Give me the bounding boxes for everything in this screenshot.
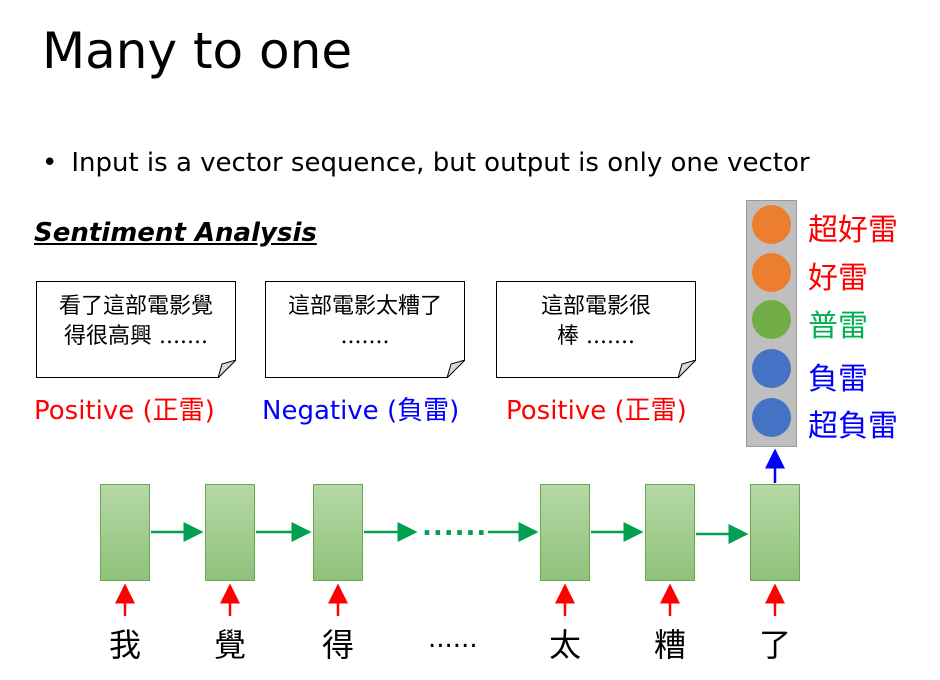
output-class-label: 普雷 — [808, 309, 868, 344]
sentiment-label-positive: Positive (正雷) — [506, 396, 687, 426]
sequence-ellipsis: ...... — [422, 512, 488, 542]
output-class-circle — [752, 300, 791, 339]
example-note-1: 看了這部電影覺 得很高興 ....... — [36, 281, 236, 378]
sentiment-label-positive: Positive (正雷) — [34, 396, 215, 426]
section-heading: Sentiment Analysis — [34, 218, 317, 248]
output-class-label: 負雷 — [808, 362, 868, 397]
rnn-cell — [750, 484, 800, 581]
rnn-cell — [645, 484, 695, 581]
note-line: 這部電影很 — [540, 294, 651, 319]
input-ellipsis: ...... — [428, 624, 478, 654]
output-class-circle — [752, 398, 791, 437]
page-fold-icon — [218, 360, 236, 378]
page-fold-icon — [678, 360, 696, 378]
bullet-text: Input is a vector sequence, but output i… — [71, 148, 810, 178]
output-class-label: 好雷 — [808, 261, 868, 296]
input-word: 太 — [548, 626, 581, 664]
bullet-point: • Input is a vector sequence, but output … — [42, 148, 810, 178]
bullet-dot-icon: • — [42, 148, 58, 178]
output-class-circle — [752, 205, 791, 244]
input-word: 得 — [321, 626, 354, 664]
input-word: 覺 — [213, 626, 246, 664]
note-line: 棒 ....... — [557, 324, 635, 349]
note-line: 這部電影太糟了 — [287, 294, 442, 319]
input-word: 了 — [758, 626, 791, 664]
page-fold-icon — [447, 360, 465, 378]
rnn-cell — [540, 484, 590, 581]
slide-title: Many to one — [42, 22, 353, 80]
output-class-circle — [752, 253, 791, 292]
input-word: 糟 — [653, 626, 686, 664]
example-note-2: 這部電影太糟了 ....... — [265, 281, 465, 378]
rnn-cell — [100, 484, 150, 581]
output-class-stack — [746, 200, 797, 447]
rnn-cell — [205, 484, 255, 581]
rnn-cell — [313, 484, 363, 581]
output-class-circle — [752, 349, 791, 388]
output-class-label: 超好雷 — [808, 213, 898, 248]
output-class-label: 超負雷 — [808, 409, 898, 444]
note-line: 看了這部電影覺 — [58, 294, 213, 319]
example-note-3: 這部電影很 棒 ....... — [496, 281, 696, 378]
input-word: 我 — [108, 626, 141, 664]
note-line: ....... — [340, 324, 390, 349]
note-line: 得很高興 ....... — [64, 324, 208, 349]
sentiment-label-negative: Negative (負雷) — [262, 396, 460, 426]
